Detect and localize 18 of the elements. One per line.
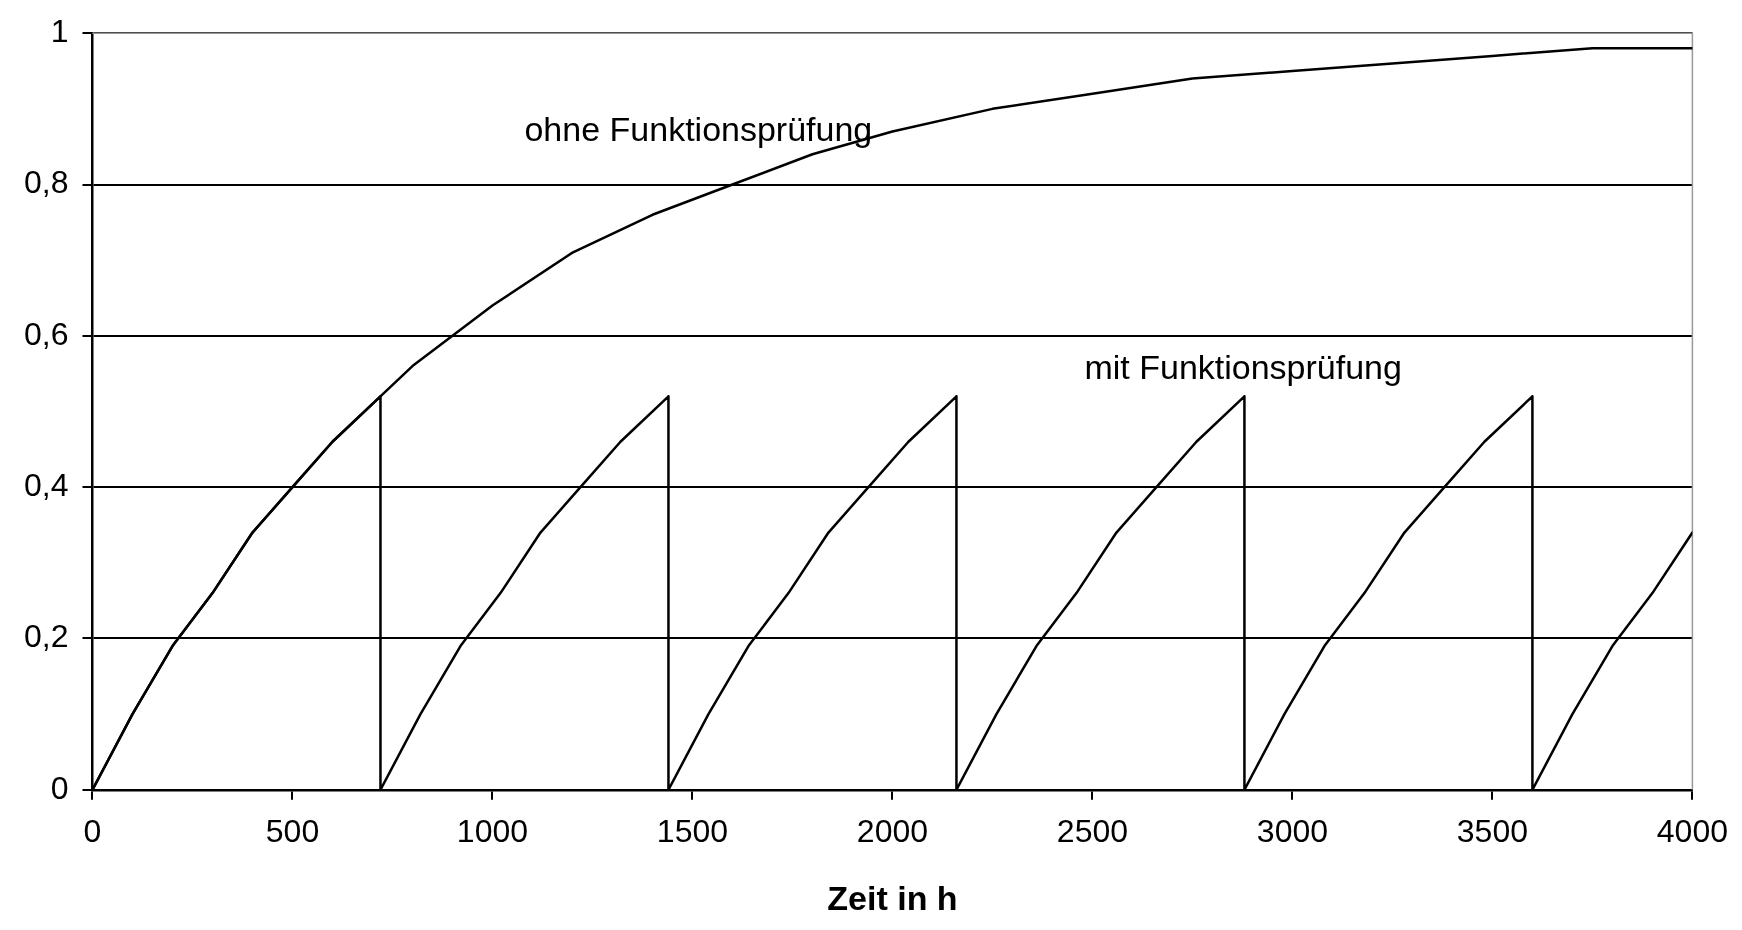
x-tick-label: 2500 — [1056, 812, 1129, 849]
y-tick-label: 0,8 — [24, 164, 69, 201]
y-tick-label: 0,4 — [24, 466, 69, 503]
series-label: ohne Funktionsprüfung — [524, 109, 873, 148]
x-tick-label: 1000 — [456, 812, 529, 849]
x-tick-label: 3000 — [1256, 812, 1329, 849]
y-tick-label: 1 — [50, 13, 69, 50]
x-tick-label: 1500 — [656, 812, 729, 849]
series-label: mit Funktionsprüfung — [1084, 348, 1402, 387]
x-tick-label: 0 — [83, 812, 102, 849]
x-tick-label: 4000 — [1656, 812, 1728, 849]
x-tick-label: 500 — [265, 812, 320, 849]
y-tick-label: 0,2 — [24, 618, 69, 655]
x-tick-label: 2000 — [856, 812, 929, 849]
y-tick-label: 0,6 — [24, 315, 69, 352]
x-axis-title: Zeit in h — [827, 878, 958, 917]
x-tick-label: 3500 — [1456, 812, 1529, 849]
y-tick-label: 0 — [50, 769, 69, 806]
